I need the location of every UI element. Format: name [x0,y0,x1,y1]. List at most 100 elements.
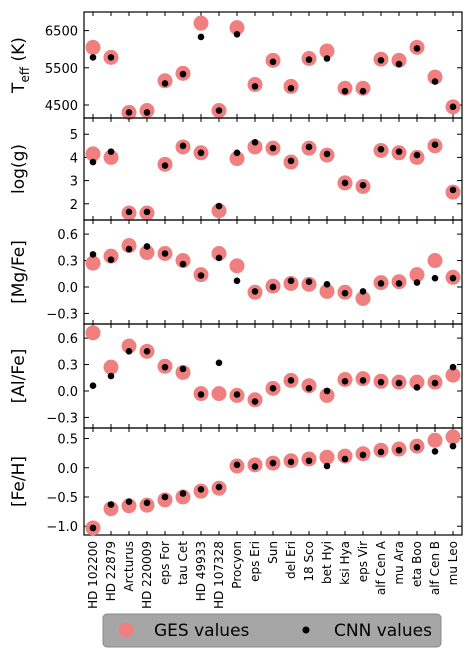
ges-point [409,374,425,390]
x-tick-label: eps Eri [248,541,262,582]
y-tick-label: 0.6 [57,332,78,347]
x-tick-label: Procyon [230,541,244,589]
cnn-point [305,385,313,392]
panel-1: 4500 5500 6500 Teff (K) [9,11,463,120]
cnn-point [179,365,187,373]
ges-point [211,245,227,261]
cnn-point [395,60,403,68]
legend-cnn-marker [302,626,310,634]
cnn-point [431,274,439,282]
cnn-point [197,391,205,398]
cnn-point [107,372,115,380]
y-axis-label-main: log(g) [9,144,29,194]
x-axis: HD 102200 HD 22879 Arcturus HD 220009 eps Fo… [86,540,460,609]
cnn-point [359,377,367,384]
ges-point [103,501,119,517]
panel-2: 2 3 4 5 log(g) [9,117,463,221]
y-axis-label: log(g) [9,144,29,194]
x-tick-label: Sun [266,541,280,564]
cnn-point [395,148,403,155]
ges-point [139,245,155,261]
cnn-point [305,143,313,151]
cnn-point [215,202,223,210]
cnn-point [341,289,349,297]
cnn-point [233,149,241,157]
cnn-point [215,483,223,491]
ges-point [211,386,227,402]
panel-frame [83,219,463,325]
cnn-point [143,208,151,216]
y-axis-label-main: [Fe/H] [9,456,29,507]
cnn-point [215,107,223,114]
cnn-point [395,446,403,454]
cnn-point [125,348,133,355]
ges-point [175,364,191,380]
ges-point [319,449,335,465]
ges-point [211,203,227,219]
cnn-point [449,103,457,111]
cnn-point [107,148,115,155]
y-tick-label: −0.3 [46,411,78,426]
legend-ges-label: GES values [154,621,250,641]
y-tick-label: 0.0 [57,462,78,477]
cnn-point [287,84,295,92]
cnn-point [143,243,151,250]
x-tick-label: tau Cet [176,541,190,585]
x-tick-label: HD 102200 [86,541,100,609]
cnn-point [377,448,385,456]
cnn-point [125,208,133,216]
ges-point [175,489,191,505]
panel-frame [83,323,463,429]
cnn-point [377,378,385,386]
ges-point [229,258,245,274]
cnn-point [323,387,331,395]
panels: 4500 5500 6500 Teff (K) 2 3 4 5 log(g) −0.3 0.0 0.3… [9,11,463,536]
cnn-point [179,70,187,78]
cnn-point [233,31,241,38]
cnn-point [89,54,97,61]
cnn-point [269,144,277,152]
panel-frame [83,427,463,536]
ges-point [85,325,101,341]
panel-3: −0.3 0.0 0.3 0.6 [Mg/Fe] [9,219,463,325]
y-axis-label-main: T [9,82,29,94]
ges-point [319,283,335,299]
y-tick-label: 4 [70,151,78,166]
ges-point [175,253,191,269]
x-tick-label: HD 107328 [212,541,226,609]
cnn-point [251,288,259,295]
cnn-point [395,280,403,287]
cnn-point [431,78,439,85]
y-axis-label-tail: (K) [9,37,29,67]
x-tick-label: mu Ara [392,541,406,585]
y-tick-label: 0.3 [57,359,78,374]
cnn-point [233,277,241,285]
cnn-point [143,109,151,116]
x-tick-label: eps Vir [356,541,370,582]
cnn-point [251,83,259,90]
y-tick-label: 4500 [45,99,78,114]
y-axis-label: [Mg/Fe] [9,240,29,304]
cnn-point [413,384,421,391]
y-axis-label-sub: eff [18,66,32,82]
cnn-point [287,277,295,285]
cnn-point [197,149,205,157]
cnn-point [287,157,295,165]
cnn-point [395,379,403,387]
x-tick-label: eta Boo [410,541,424,587]
cnn-point [305,457,313,465]
y-tick-label: −1.0 [46,520,78,535]
cnn-point [179,490,187,497]
cnn-point [215,359,223,367]
cnn-point [233,461,241,469]
cnn-point [233,391,241,398]
cnn-point [161,493,169,501]
cnn-point [125,245,133,253]
cnn-point [323,150,331,158]
ges-point [229,20,245,36]
x-tick-label: Arcturus [122,541,136,592]
cnn-point [449,274,457,282]
cnn-point [107,501,115,508]
cnn-point [323,281,331,288]
